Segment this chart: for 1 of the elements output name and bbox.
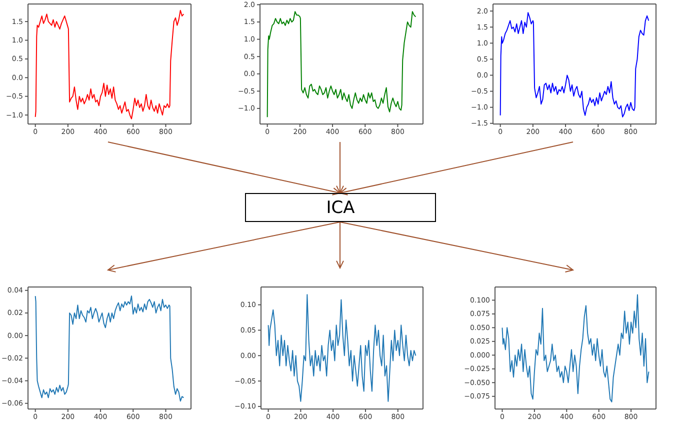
text: ICA [326, 198, 355, 218]
